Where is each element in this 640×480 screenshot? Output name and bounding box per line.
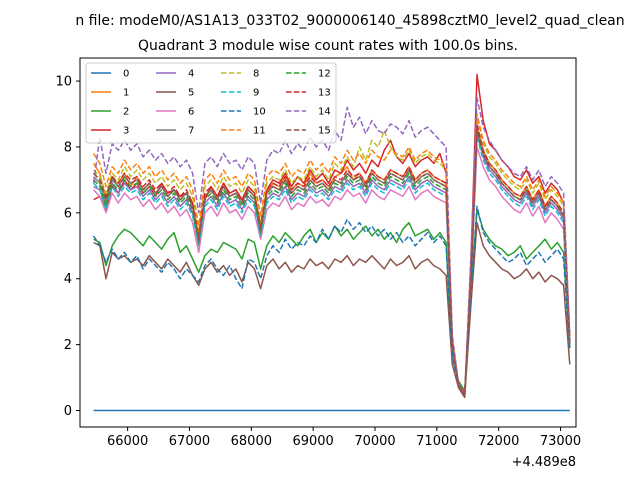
y-tick-label: 6 xyxy=(64,206,72,221)
x-tick-label: 73000 xyxy=(540,434,581,449)
series-line-2 xyxy=(93,208,571,392)
y-tick-label: 10 xyxy=(55,75,72,90)
legend-label: 15 xyxy=(318,126,331,137)
legend-label: 12 xyxy=(318,69,331,80)
legend-label: 8 xyxy=(253,69,259,80)
x-offset-label: +4.489e8 xyxy=(512,455,576,470)
legend-label: 6 xyxy=(188,107,194,118)
series-line-15 xyxy=(93,129,571,395)
y-tick-label: 4 xyxy=(64,272,72,287)
x-tick-label: 72000 xyxy=(478,434,519,449)
series-line-11 xyxy=(92,113,571,395)
x-tick-label: 71000 xyxy=(416,434,457,449)
series-line-4 xyxy=(93,133,571,395)
legend-label: 11 xyxy=(253,126,266,137)
legend-label: 1 xyxy=(123,88,129,99)
chart-title: Quadrant 3 module wise count rates with … xyxy=(138,38,518,54)
y-tick-label: 2 xyxy=(64,338,72,353)
legend-label: 9 xyxy=(253,88,259,99)
x-tick-label: 66000 xyxy=(107,434,148,449)
figure-suptitle: n file: modeM0/AS1A13_033T02_9000006140_… xyxy=(75,13,624,29)
series-line-13 xyxy=(93,123,571,395)
series-line-6 xyxy=(93,146,571,395)
legend-label: 0 xyxy=(123,69,129,80)
legend-frame xyxy=(85,62,337,144)
legend-label: 14 xyxy=(318,107,331,118)
x-tick-label: 67000 xyxy=(169,434,210,449)
axes-frame xyxy=(79,57,577,428)
series-line-5 xyxy=(93,221,571,399)
series-layer xyxy=(92,73,571,412)
y-tick-label: 0 xyxy=(64,404,72,419)
x-axis: 66000 67000 68000 69000 70000 71000 72000 73000 xyxy=(107,427,581,449)
x-tick-label: 68000 xyxy=(231,434,272,449)
x-tick-label: 70000 xyxy=(354,434,395,449)
legend-label: 3 xyxy=(123,126,129,137)
legend-label: 13 xyxy=(318,88,331,99)
series-line-9 xyxy=(93,136,571,395)
x-tick-label: 69000 xyxy=(292,434,333,449)
y-tick-label: 8 xyxy=(64,140,72,155)
series-line-8 xyxy=(93,116,571,395)
legend-label: 7 xyxy=(188,126,194,137)
legend-label: 5 xyxy=(188,88,194,99)
y-axis: 0 2 4 6 8 10 xyxy=(55,75,80,419)
legend-label: 4 xyxy=(188,69,194,80)
series-line-12 xyxy=(93,126,571,395)
legend-label: 10 xyxy=(253,107,266,118)
legend-label: 2 xyxy=(123,107,129,118)
